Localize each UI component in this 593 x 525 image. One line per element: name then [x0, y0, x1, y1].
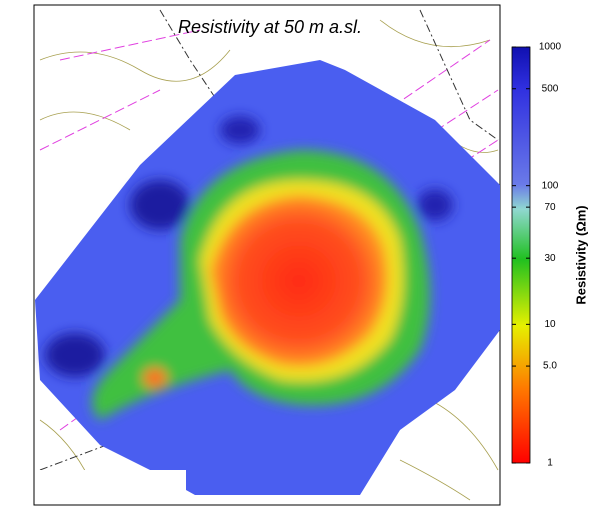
colorbar-tick-label: 100: [542, 180, 559, 191]
colorbar: [511, 46, 531, 464]
colorbar-tick-label: 30: [544, 253, 556, 264]
low-resistivity-zones: [45, 116, 453, 420]
blank-box: [36, 470, 186, 503]
colorbar-tick-label: 5.0: [543, 361, 557, 372]
colorbar-tick-label: 10: [544, 319, 556, 330]
colorbar-label: Resistivity (Ωm): [573, 205, 588, 304]
map-title: Resistivity at 50 m a.sl.: [178, 17, 362, 37]
colorbar-tick-label: 70: [544, 202, 556, 213]
colorbar-ticks: 1 5.0 10 30 70 100 500 1000: [512, 42, 562, 469]
colorbar-tick-label: 1000: [539, 42, 562, 53]
colorbar-tick-label: 1: [547, 458, 553, 469]
colorbar-tick-label: 500: [542, 83, 559, 94]
